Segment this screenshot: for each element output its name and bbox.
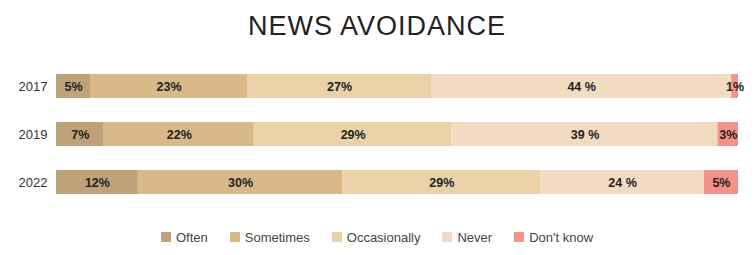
html-text:Never: Never xyxy=(457,229,493,245)
svg-text:23%: 23% xyxy=(157,80,182,94)
svg-text:5%: 5% xyxy=(65,80,83,94)
svg-text:24 %: 24 % xyxy=(608,176,637,190)
svg-text:7%: 7% xyxy=(71,128,89,142)
html-text:NEWS AVOIDANCE: NEWS AVOIDANCE xyxy=(248,11,506,41)
svg-text:1%: 1% xyxy=(726,80,744,94)
svg-text:12%: 12% xyxy=(85,176,110,190)
svg-text:27%: 27% xyxy=(327,80,352,94)
html-text:Occasionally: Occasionally xyxy=(346,229,421,245)
svg-text:29%: 29% xyxy=(341,128,366,142)
svg-text:30%: 30% xyxy=(228,176,253,190)
svg-text:2019: 2019 xyxy=(19,127,48,142)
svg-text:3%: 3% xyxy=(719,128,737,142)
svg-text:2017: 2017 xyxy=(19,79,48,94)
svg-text:29%: 29% xyxy=(429,176,454,190)
html-text:Sometimes: Sometimes xyxy=(244,229,310,245)
svg-text:39 %: 39 % xyxy=(571,128,600,142)
svg-text:22%: 22% xyxy=(167,128,192,142)
svg-text:5%: 5% xyxy=(712,176,730,190)
html-text:Don't know: Don't know xyxy=(529,229,594,245)
svg-text:2022: 2022 xyxy=(19,175,48,190)
svg-text:44 %: 44 % xyxy=(567,80,596,94)
html-text:Often: Often xyxy=(175,229,208,245)
